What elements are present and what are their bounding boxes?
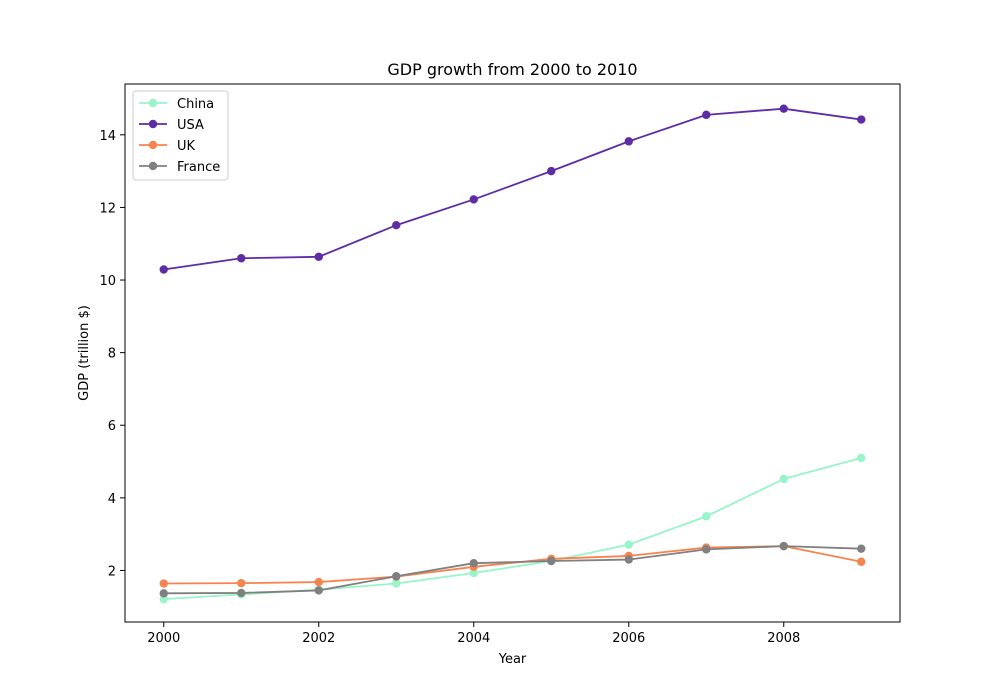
data-point-usa (624, 137, 633, 146)
data-point-usa (547, 166, 556, 176)
data-point-usa (159, 265, 168, 274)
legend-box (132, 90, 229, 181)
data-point-france (702, 545, 711, 554)
x-axis-title: Year (498, 652, 527, 667)
data-point-uk (159, 579, 168, 588)
data-point-usa (469, 195, 478, 204)
data-point-usa (779, 104, 788, 113)
axis-ticks: 2000 2002 2004 2006 2008 2 4 6 8 10 12 14 (99, 129, 800, 646)
data-point-china (624, 540, 633, 549)
data-point-france (237, 588, 246, 598)
y-tick-label: 12 (99, 201, 116, 216)
data-point-china (779, 474, 788, 484)
data-point-china (392, 579, 401, 588)
y-tick-label: 8 (108, 347, 116, 362)
data-point-china (159, 594, 168, 604)
data-point-uk (857, 557, 866, 566)
series-line-usa (163, 107, 862, 271)
data-point-uk (237, 578, 246, 588)
legend-label-china: China (177, 97, 214, 112)
data-point-france (624, 555, 633, 564)
data-point-france (779, 541, 788, 551)
data-point-usa (237, 254, 246, 263)
legend-marker-uk (148, 140, 158, 150)
legend-label-usa: USA (177, 118, 204, 133)
series-line-china (163, 457, 862, 601)
legend-label-france: France (177, 160, 220, 175)
y-tick-label: 2 (108, 564, 116, 579)
y-tick-label: 10 (99, 274, 116, 289)
data-point-china (857, 453, 866, 463)
legend-marker-usa (148, 119, 158, 129)
data-point-france (159, 589, 168, 598)
data-point-usa (314, 252, 323, 261)
x-tick-label: 2002 (302, 631, 335, 646)
data-point-usa (392, 221, 401, 230)
plot-area (159, 104, 866, 604)
y-axis-title: GDP (trillion $) (77, 305, 92, 401)
data-point-usa (702, 110, 711, 120)
legend-label-uk: UK (177, 139, 196, 154)
data-point-france (314, 586, 323, 595)
data-point-uk (314, 577, 323, 587)
data-point-france (469, 558, 478, 568)
y-tick-label: 14 (99, 129, 116, 144)
data-point-france (392, 572, 401, 581)
data-point-france (547, 556, 556, 566)
data-point-china (469, 568, 478, 578)
legend: China USA UK France (132, 90, 229, 181)
chart-title: GDP growth from 2000 to 2010 (387, 60, 637, 79)
x-tick-label: 2006 (612, 631, 645, 646)
x-tick-label: 2000 (147, 631, 180, 646)
y-tick-label: 4 (108, 492, 116, 507)
axes-frame (124, 83, 901, 623)
series-line-uk (163, 545, 862, 585)
legend-marker-france (148, 161, 158, 171)
x-tick-label: 2004 (457, 631, 490, 646)
series-line-france (163, 545, 862, 595)
data-point-france (857, 544, 866, 553)
data-point-china (702, 512, 711, 521)
y-tick-label: 6 (108, 419, 116, 434)
legend-marker-china (148, 98, 158, 108)
data-point-usa (857, 115, 866, 124)
x-tick-label: 2008 (767, 631, 800, 646)
